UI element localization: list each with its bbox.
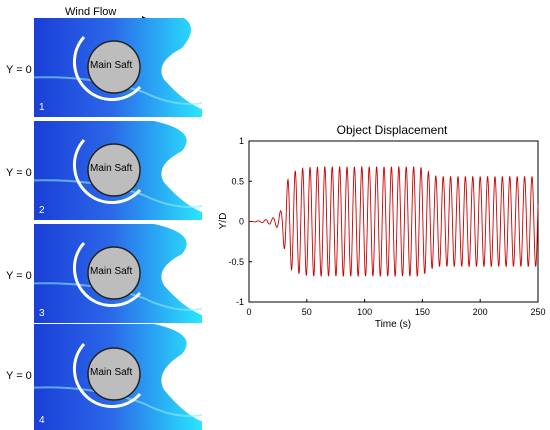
y-axis-label: Y/D	[218, 213, 229, 230]
x-tick-label: 100	[357, 307, 372, 317]
flow-panel-2: Main Saft 2	[34, 121, 202, 220]
panel-number: 2	[39, 205, 45, 216]
panel-4-y-label: Y = 0	[6, 370, 32, 382]
main-shaft-label: Main Saft	[90, 266, 133, 277]
main-shaft-circle	[87, 246, 141, 300]
x-tick-label: 0	[246, 307, 251, 317]
y-tick-label: 0.5	[231, 176, 244, 186]
displacement-series-line	[249, 165, 539, 278]
y-tick-label: 1	[239, 136, 244, 146]
shaft-boundary-layer	[73, 242, 142, 307]
flow-field	[34, 18, 202, 117]
flow-panel-3: Main Saft 3	[34, 224, 202, 323]
main-shaft-label: Main Saft	[90, 367, 133, 378]
main-shaft-circle	[87, 40, 141, 94]
main-shaft-circle	[87, 347, 141, 401]
panel-3-y-label: Y = 0	[6, 270, 32, 282]
x-tick-label: 50	[302, 307, 312, 317]
panel-1-y-label: Y = 0	[6, 64, 32, 76]
x-axis-label: Time (s)	[375, 319, 411, 330]
x-tick-label: 200	[473, 307, 488, 317]
panel-number: 3	[39, 308, 45, 319]
panel-number: 1	[39, 102, 45, 113]
flow-field	[34, 324, 202, 430]
y-tick-label: -1	[236, 297, 244, 307]
chart-title: Object Displacement	[336, 123, 448, 137]
shaft-boundary-layer	[73, 36, 142, 101]
y-tick-label: 0	[239, 217, 244, 227]
shaft-boundary-layer	[73, 139, 142, 204]
main-shaft-circle	[87, 143, 141, 197]
shaft-boundary-layer	[73, 343, 142, 408]
flow-field	[34, 121, 202, 220]
y-tick-label: -0.5	[228, 257, 244, 267]
wind-flow-label: Wind Flow	[65, 6, 117, 18]
main-shaft-label: Main Saft	[90, 60, 133, 71]
flow-panel-1: Main Saft 1	[34, 18, 202, 117]
flow-panel-4: Main Saft 4	[34, 324, 202, 430]
flow-field	[34, 224, 202, 323]
x-tick-label: 250	[530, 307, 545, 317]
panel-number: 4	[39, 415, 45, 426]
panel-2-y-label: Y = 0	[6, 167, 32, 179]
main-shaft-label: Main Saft	[90, 163, 133, 174]
x-tick-label: 150	[415, 307, 430, 317]
